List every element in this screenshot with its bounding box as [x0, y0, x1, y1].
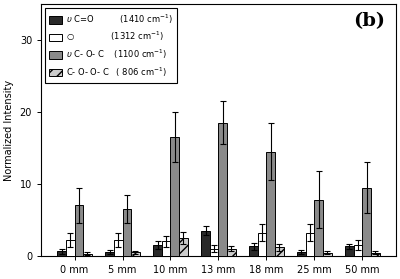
Bar — [57, 251, 66, 256]
Bar — [210, 249, 218, 256]
Bar — [362, 187, 371, 256]
Bar — [323, 253, 332, 256]
Bar — [179, 238, 188, 256]
Bar — [345, 246, 354, 256]
Bar — [297, 252, 306, 256]
Bar — [105, 252, 114, 256]
Bar — [131, 252, 140, 256]
Bar — [74, 205, 83, 256]
Bar — [371, 253, 380, 256]
Bar — [227, 249, 236, 256]
Text: (b): (b) — [353, 12, 385, 30]
Bar — [153, 245, 162, 256]
Bar — [354, 245, 362, 256]
Bar — [266, 151, 275, 256]
Bar — [314, 200, 323, 256]
Bar — [122, 209, 131, 256]
Bar — [170, 137, 179, 256]
Legend: $\upsilon$ C=O          (1410 cm$^{-1}$), $\bigcirc$              (1312 cm$^{-1}: $\upsilon$ C=O (1410 cm$^{-1}$), $\bigci… — [45, 8, 178, 83]
Bar — [306, 233, 314, 256]
Bar — [114, 240, 122, 256]
Bar — [218, 123, 227, 256]
Y-axis label: Normalized Intensity: Normalized Intensity — [4, 80, 14, 181]
Bar — [249, 246, 258, 256]
Bar — [258, 233, 266, 256]
Bar — [201, 231, 210, 256]
Bar — [162, 241, 170, 256]
Bar — [83, 254, 92, 256]
Bar — [275, 247, 284, 256]
Bar — [66, 240, 74, 256]
